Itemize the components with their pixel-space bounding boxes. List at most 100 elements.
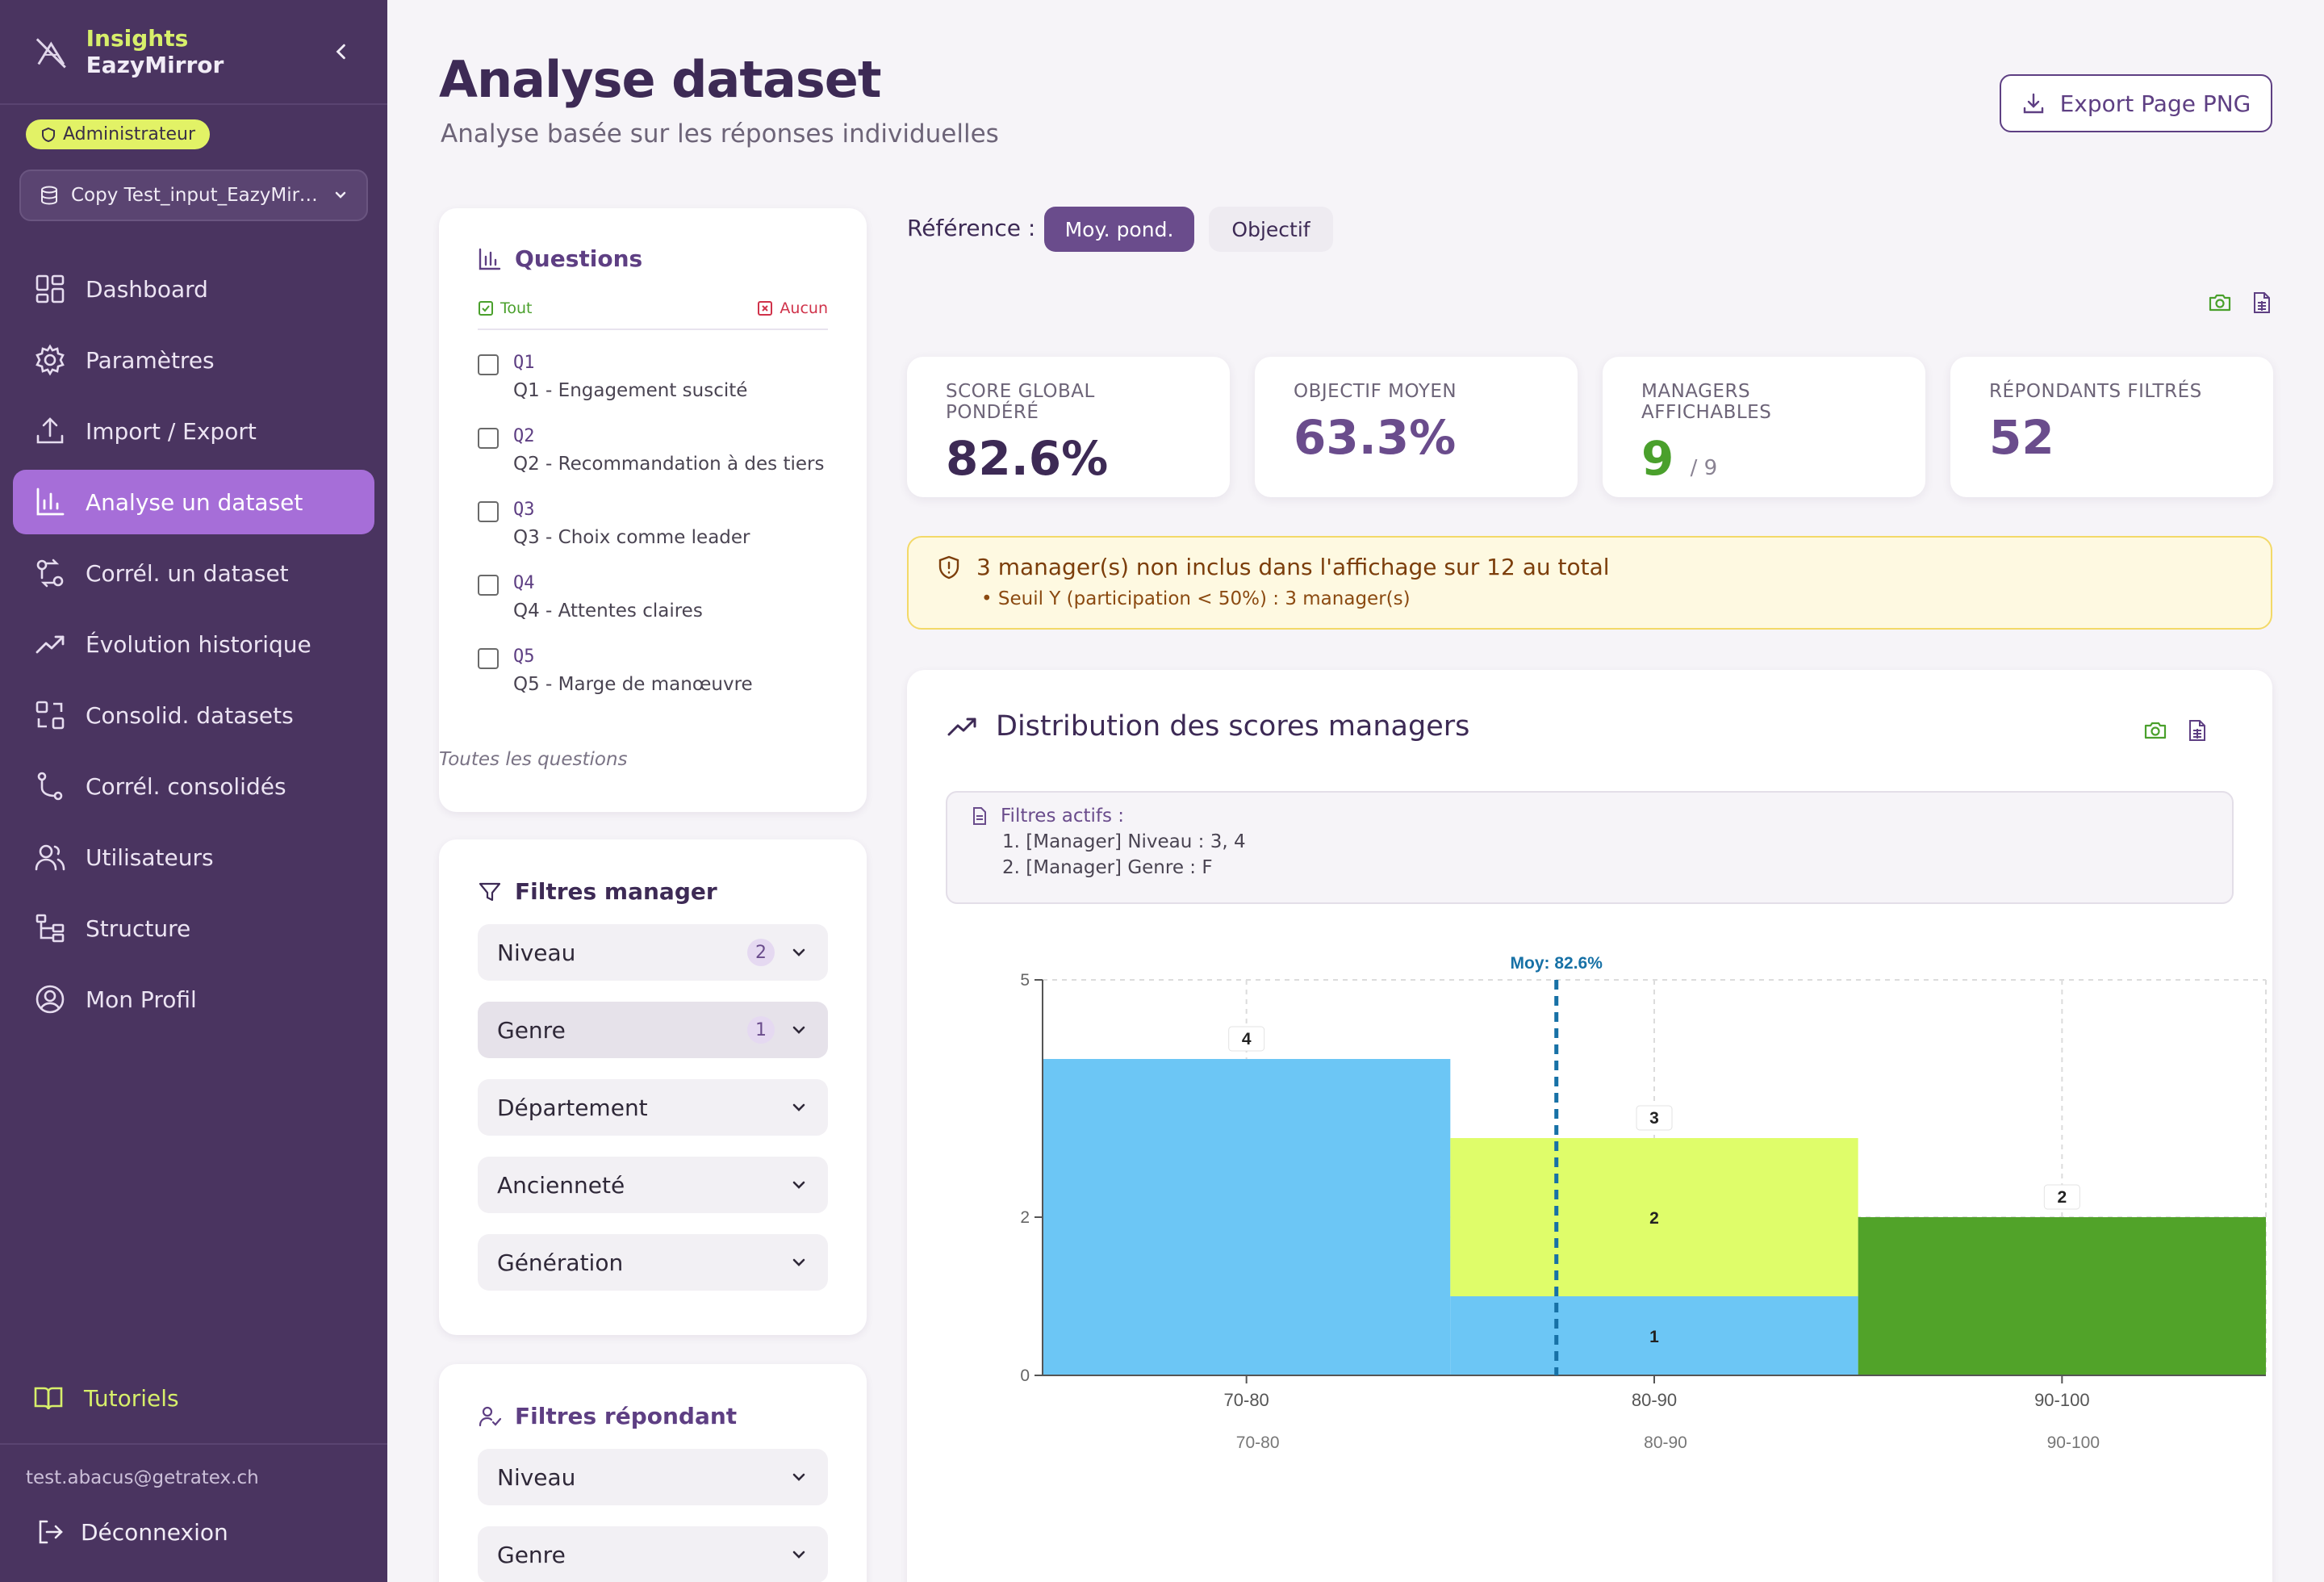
filter-icon <box>479 882 501 901</box>
distribution-title: Distribution des scores managers <box>996 710 1470 743</box>
nav-item-structure[interactable]: Structure <box>13 896 374 960</box>
reference-option-weighted-average[interactable]: Moy. pond. <box>1044 207 1194 252</box>
manager-filter-generation[interactable]: Génération <box>478 1234 828 1291</box>
manager-filter-departement[interactable]: Département <box>478 1079 828 1136</box>
bar-total-label-bg <box>1636 1105 1673 1131</box>
bar-total-label-bg <box>1228 1026 1265 1052</box>
y-tick-label: 0 <box>1020 1366 1030 1385</box>
main-content: Analyse dataset Analyse basée sur les ré… <box>387 0 2324 1582</box>
kpi-card: RÉPONDANTS FILTRÉS 52 <box>1950 357 2273 497</box>
question-checkbox[interactable] <box>478 501 499 522</box>
x-tick-label: 70-80 <box>1224 1390 1269 1410</box>
manager-filters-title: Filtres manager <box>515 878 717 905</box>
nav-item-profil[interactable]: Mon Profil <box>13 967 374 1032</box>
consolidate-icon <box>36 701 65 730</box>
kpi-card: OBJECTIF MOYEN 63.3% <box>1255 357 1578 497</box>
manager-filter-genre[interactable]: Genre 1 <box>478 1002 828 1058</box>
filter-label: Genre <box>497 1016 566 1044</box>
chevron-down-icon <box>792 1181 805 1189</box>
manager-filter-niveau[interactable]: Niveau 2 <box>478 924 828 981</box>
bar-total-label: 4 <box>1242 1030 1252 1048</box>
nav-item-label: Utilisateurs <box>86 843 214 871</box>
nav-item-label: Corrél. consolidés <box>86 772 286 800</box>
filter-count-badge: 2 <box>747 939 775 966</box>
x-category-label: 90-100 <box>2047 1433 2100 1452</box>
question-checkbox[interactable] <box>478 575 499 596</box>
kpi-card: SCORE GLOBAL PONDÉRÉ 82.6% <box>907 357 1230 497</box>
x-tick-label: 90-100 <box>2034 1390 2090 1410</box>
database-icon <box>41 186 57 205</box>
dataset-select[interactable]: Copy Test_input_EazyMirr... <box>19 170 368 221</box>
nav-item-label: Mon Profil <box>86 986 197 1013</box>
sidebar: Insights EazyMirror Administrateur Copy … <box>0 0 387 1582</box>
file-sheet-icon[interactable] <box>2185 718 2209 743</box>
logout-label: Déconnexion <box>81 1518 228 1546</box>
select-all-label: Tout <box>500 299 533 317</box>
filter-label: Département <box>497 1094 648 1121</box>
bar-total-label-bg <box>2043 1184 2080 1210</box>
kpi-value: 63.3% <box>1294 410 1457 465</box>
nav-item-evolution[interactable]: Évolution historique <box>13 612 374 676</box>
kpi-value: 9 <box>1641 431 1674 486</box>
chevron-down-icon <box>335 191 346 199</box>
distribution-chart: 4 1 2 3 2 0 2 5 70-80 70-80 80-90 80-90 90-100 90-100… <box>1020 954 2267 1452</box>
nav-item-import-export[interactable]: Import / Export <box>13 399 374 463</box>
question-checkbox[interactable] <box>478 354 499 375</box>
nav-item-consolid[interactable]: Consolid. datasets <box>13 683 374 747</box>
chart-bar <box>1450 1138 1858 1296</box>
logout-icon <box>39 1520 63 1544</box>
questions-footer: Toutes les questions <box>439 749 628 770</box>
nav-item-correl-dataset[interactable]: Corrél. un dataset <box>13 541 374 605</box>
kpi-sub: / 9 <box>1690 456 1718 480</box>
role-label: Administrateur <box>63 124 195 144</box>
bar-chart-icon <box>36 488 65 516</box>
manager-filter-anciennete[interactable]: Ancienneté <box>478 1157 828 1213</box>
nav-item-correl-consolides[interactable]: Corrél. consolidés <box>13 754 374 818</box>
bar-segment-label: 2 <box>1649 1209 1659 1228</box>
file-sheet-icon[interactable] <box>2250 291 2274 315</box>
check-square-icon <box>479 301 493 316</box>
nav-item-utilisateurs[interactable]: Utilisateurs <box>13 825 374 889</box>
nav-item-label: Import / Export <box>86 417 257 445</box>
nav-item-dashboard[interactable]: Dashboard <box>13 257 374 321</box>
respondent-filter-genre[interactable]: Genre <box>478 1526 828 1582</box>
question-item[interactable]: Q3 Q3 - Choix comme leader <box>478 500 828 550</box>
chevron-down-icon <box>792 1473 805 1481</box>
tutorials-link[interactable]: Tutoriels <box>32 1382 179 1414</box>
book-icon <box>34 1387 63 1410</box>
question-item[interactable]: Q2 Q2 - Recommandation à des tiers <box>478 426 828 477</box>
y-tick-label: 5 <box>1020 971 1030 990</box>
nav-item-parametres[interactable]: Paramètres <box>13 328 374 392</box>
sidebar-divider <box>0 1443 387 1445</box>
chart-bar <box>1450 1296 1858 1375</box>
logout-button[interactable]: Déconnexion <box>36 1517 228 1546</box>
question-item[interactable]: Q1 Q1 - Engagement suscité <box>478 353 828 404</box>
camera-icon[interactable] <box>2143 718 2167 743</box>
camera-icon[interactable] <box>2208 291 2232 315</box>
export-png-button[interactable]: Export Page PNG <box>2000 74 2272 132</box>
y-tick-label: 2 <box>1020 1208 1030 1227</box>
respondent-filter-niveau[interactable]: Niveau <box>478 1449 828 1505</box>
nav-item-analyse-dataset[interactable]: Analyse un dataset <box>13 470 374 534</box>
active-filter-line: 2. [Manager] Genre : F <box>1002 857 1213 878</box>
questions-actions: Tout Aucun <box>478 299 828 330</box>
reference-option-objective[interactable]: Objectif <box>1209 207 1333 252</box>
trend-icon <box>36 635 65 654</box>
gear-icon <box>36 344 65 376</box>
question-item[interactable]: Q5 Q5 - Marge de manœuvre <box>478 647 828 697</box>
question-checkbox[interactable] <box>478 428 499 449</box>
upload-icon <box>36 417 64 444</box>
active-filters-title: Filtres actifs : <box>1001 806 1125 827</box>
nav-item-label: Consolid. datasets <box>86 701 294 729</box>
active-filters-box: Filtres actifs : 1. [Manager] Niveau : 3… <box>946 791 2234 904</box>
collapse-sidebar-icon[interactable] <box>327 37 355 66</box>
question-text: Q2 - Recommandation à des tiers <box>513 454 825 475</box>
question-item[interactable]: Q4 Q4 - Attentes claires <box>478 573 828 624</box>
warning-detail: • Seuil Y (participation < 50%) : 3 mana… <box>981 588 1411 609</box>
question-checkbox[interactable] <box>478 648 499 669</box>
question-code: Q4 <box>513 573 535 593</box>
select-all-button[interactable]: Tout <box>478 299 533 317</box>
x-category-label: 80-90 <box>1644 1433 1687 1452</box>
select-none-button[interactable]: Aucun <box>757 299 828 317</box>
kpi-value: 82.6% <box>946 431 1109 486</box>
